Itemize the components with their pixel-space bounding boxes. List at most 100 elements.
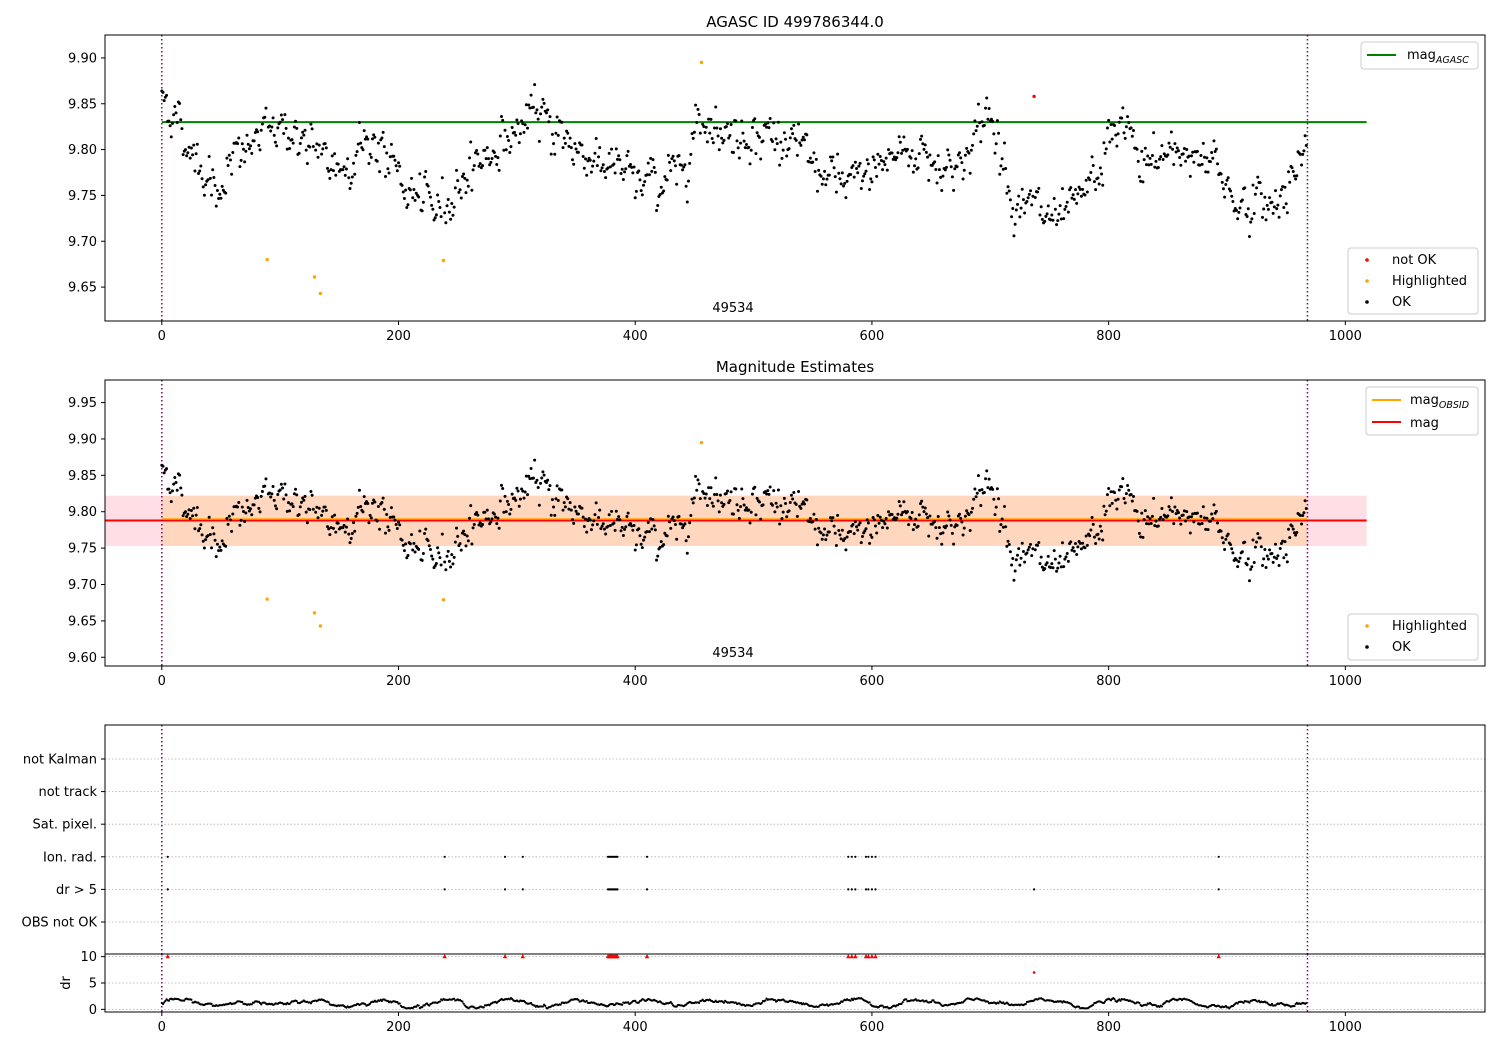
ok-point: [974, 495, 978, 499]
ok-point: [1203, 516, 1207, 520]
ok-point: [563, 505, 567, 509]
dr-point: [1236, 1002, 1239, 1005]
ok-point: [510, 492, 514, 496]
ok-point: [1122, 496, 1126, 500]
ok-point: [382, 507, 386, 511]
ok-point: [911, 528, 915, 532]
ok-point: [541, 97, 545, 101]
ok-point: [302, 498, 306, 502]
ok-point: [668, 520, 672, 524]
ok-point: [1300, 163, 1304, 167]
ok-point: [170, 489, 174, 493]
ok-point: [934, 168, 938, 172]
ok-point: [469, 504, 473, 508]
flag-point: [854, 855, 857, 858]
ok-point: [832, 524, 836, 528]
ok-point: [950, 175, 954, 179]
ok-point: [623, 527, 627, 531]
ok-point: [412, 187, 416, 191]
ok-point: [820, 182, 824, 186]
ok-point: [1091, 522, 1095, 526]
ok-point: [1103, 151, 1107, 155]
ok-point: [202, 546, 206, 550]
dr-point: [886, 1005, 889, 1008]
ok-point: [1075, 552, 1079, 556]
ok-point: [1189, 154, 1193, 158]
x-tick-label: 800: [1096, 329, 1121, 344]
ok-point: [761, 503, 765, 507]
ok-point: [516, 122, 520, 126]
flag-point: [521, 855, 524, 858]
ok-point: [685, 551, 689, 555]
ok-point: [173, 476, 177, 480]
ok-point: [1127, 121, 1131, 125]
ok-point: [450, 202, 454, 206]
ok-point: [882, 519, 886, 523]
ok-point: [672, 159, 676, 163]
ok-point: [466, 539, 470, 543]
dr-point: [417, 1004, 420, 1007]
ok-point: [787, 509, 791, 513]
ok-point: [457, 190, 461, 194]
ok-point: [231, 512, 235, 516]
ok-point: [646, 520, 650, 524]
ok-point: [250, 513, 254, 517]
ok-point: [767, 492, 771, 496]
ok-point: [615, 518, 619, 522]
ok-point: [1245, 214, 1249, 218]
ok-point: [252, 139, 256, 143]
ok-point: [161, 90, 165, 94]
ok-point: [304, 148, 308, 152]
ok-point: [1131, 495, 1135, 499]
ok-point: [1279, 188, 1283, 192]
ok-point: [901, 510, 905, 514]
ok-point: [440, 532, 444, 536]
ok-point: [768, 116, 772, 120]
ok-point: [1234, 208, 1238, 212]
ok-point: [1117, 488, 1121, 492]
ok-point: [567, 507, 571, 511]
ok-point: [900, 513, 904, 517]
ok-point: [462, 172, 466, 176]
ok-point: [650, 169, 654, 173]
ok-point: [1192, 160, 1196, 164]
dr-point: [851, 998, 855, 1002]
flag-point: [870, 888, 874, 891]
ok-point: [252, 503, 256, 507]
ok-point: [363, 137, 367, 141]
ok-point: [1149, 162, 1153, 166]
ok-point: [851, 522, 855, 526]
ok-point: [634, 189, 638, 193]
ok-point: [204, 183, 208, 187]
ok-point: [1214, 147, 1218, 151]
ok-point: [713, 493, 717, 497]
ok-point: [601, 163, 605, 167]
ok-point: [808, 156, 812, 160]
ok-point: [534, 111, 538, 115]
ok-point: [991, 119, 995, 123]
ok-point: [434, 562, 438, 566]
ok-point: [655, 209, 659, 213]
ok-point: [632, 165, 636, 169]
ok-point: [917, 152, 921, 156]
ok-point: [397, 520, 401, 524]
legend-ok-2: OK: [1392, 640, 1411, 655]
ok-point: [1213, 149, 1217, 153]
ok-point: [585, 173, 589, 177]
ok-point: [669, 169, 673, 173]
ok-point: [458, 542, 462, 546]
ok-point: [450, 553, 454, 557]
ok-point: [872, 158, 876, 162]
ok-point: [1146, 154, 1150, 158]
ok-point: [207, 155, 211, 159]
flag-category-label: Ion. rad.: [43, 850, 97, 865]
ok-point: [1236, 217, 1240, 221]
ok-point: [230, 529, 234, 533]
ok-point: [953, 167, 957, 171]
ok-point: [1237, 560, 1241, 564]
ok-point: [560, 488, 564, 492]
ok-point: [602, 170, 606, 174]
ok-point: [196, 172, 200, 176]
ok-point: [1139, 179, 1143, 183]
ok-point: [890, 512, 894, 516]
